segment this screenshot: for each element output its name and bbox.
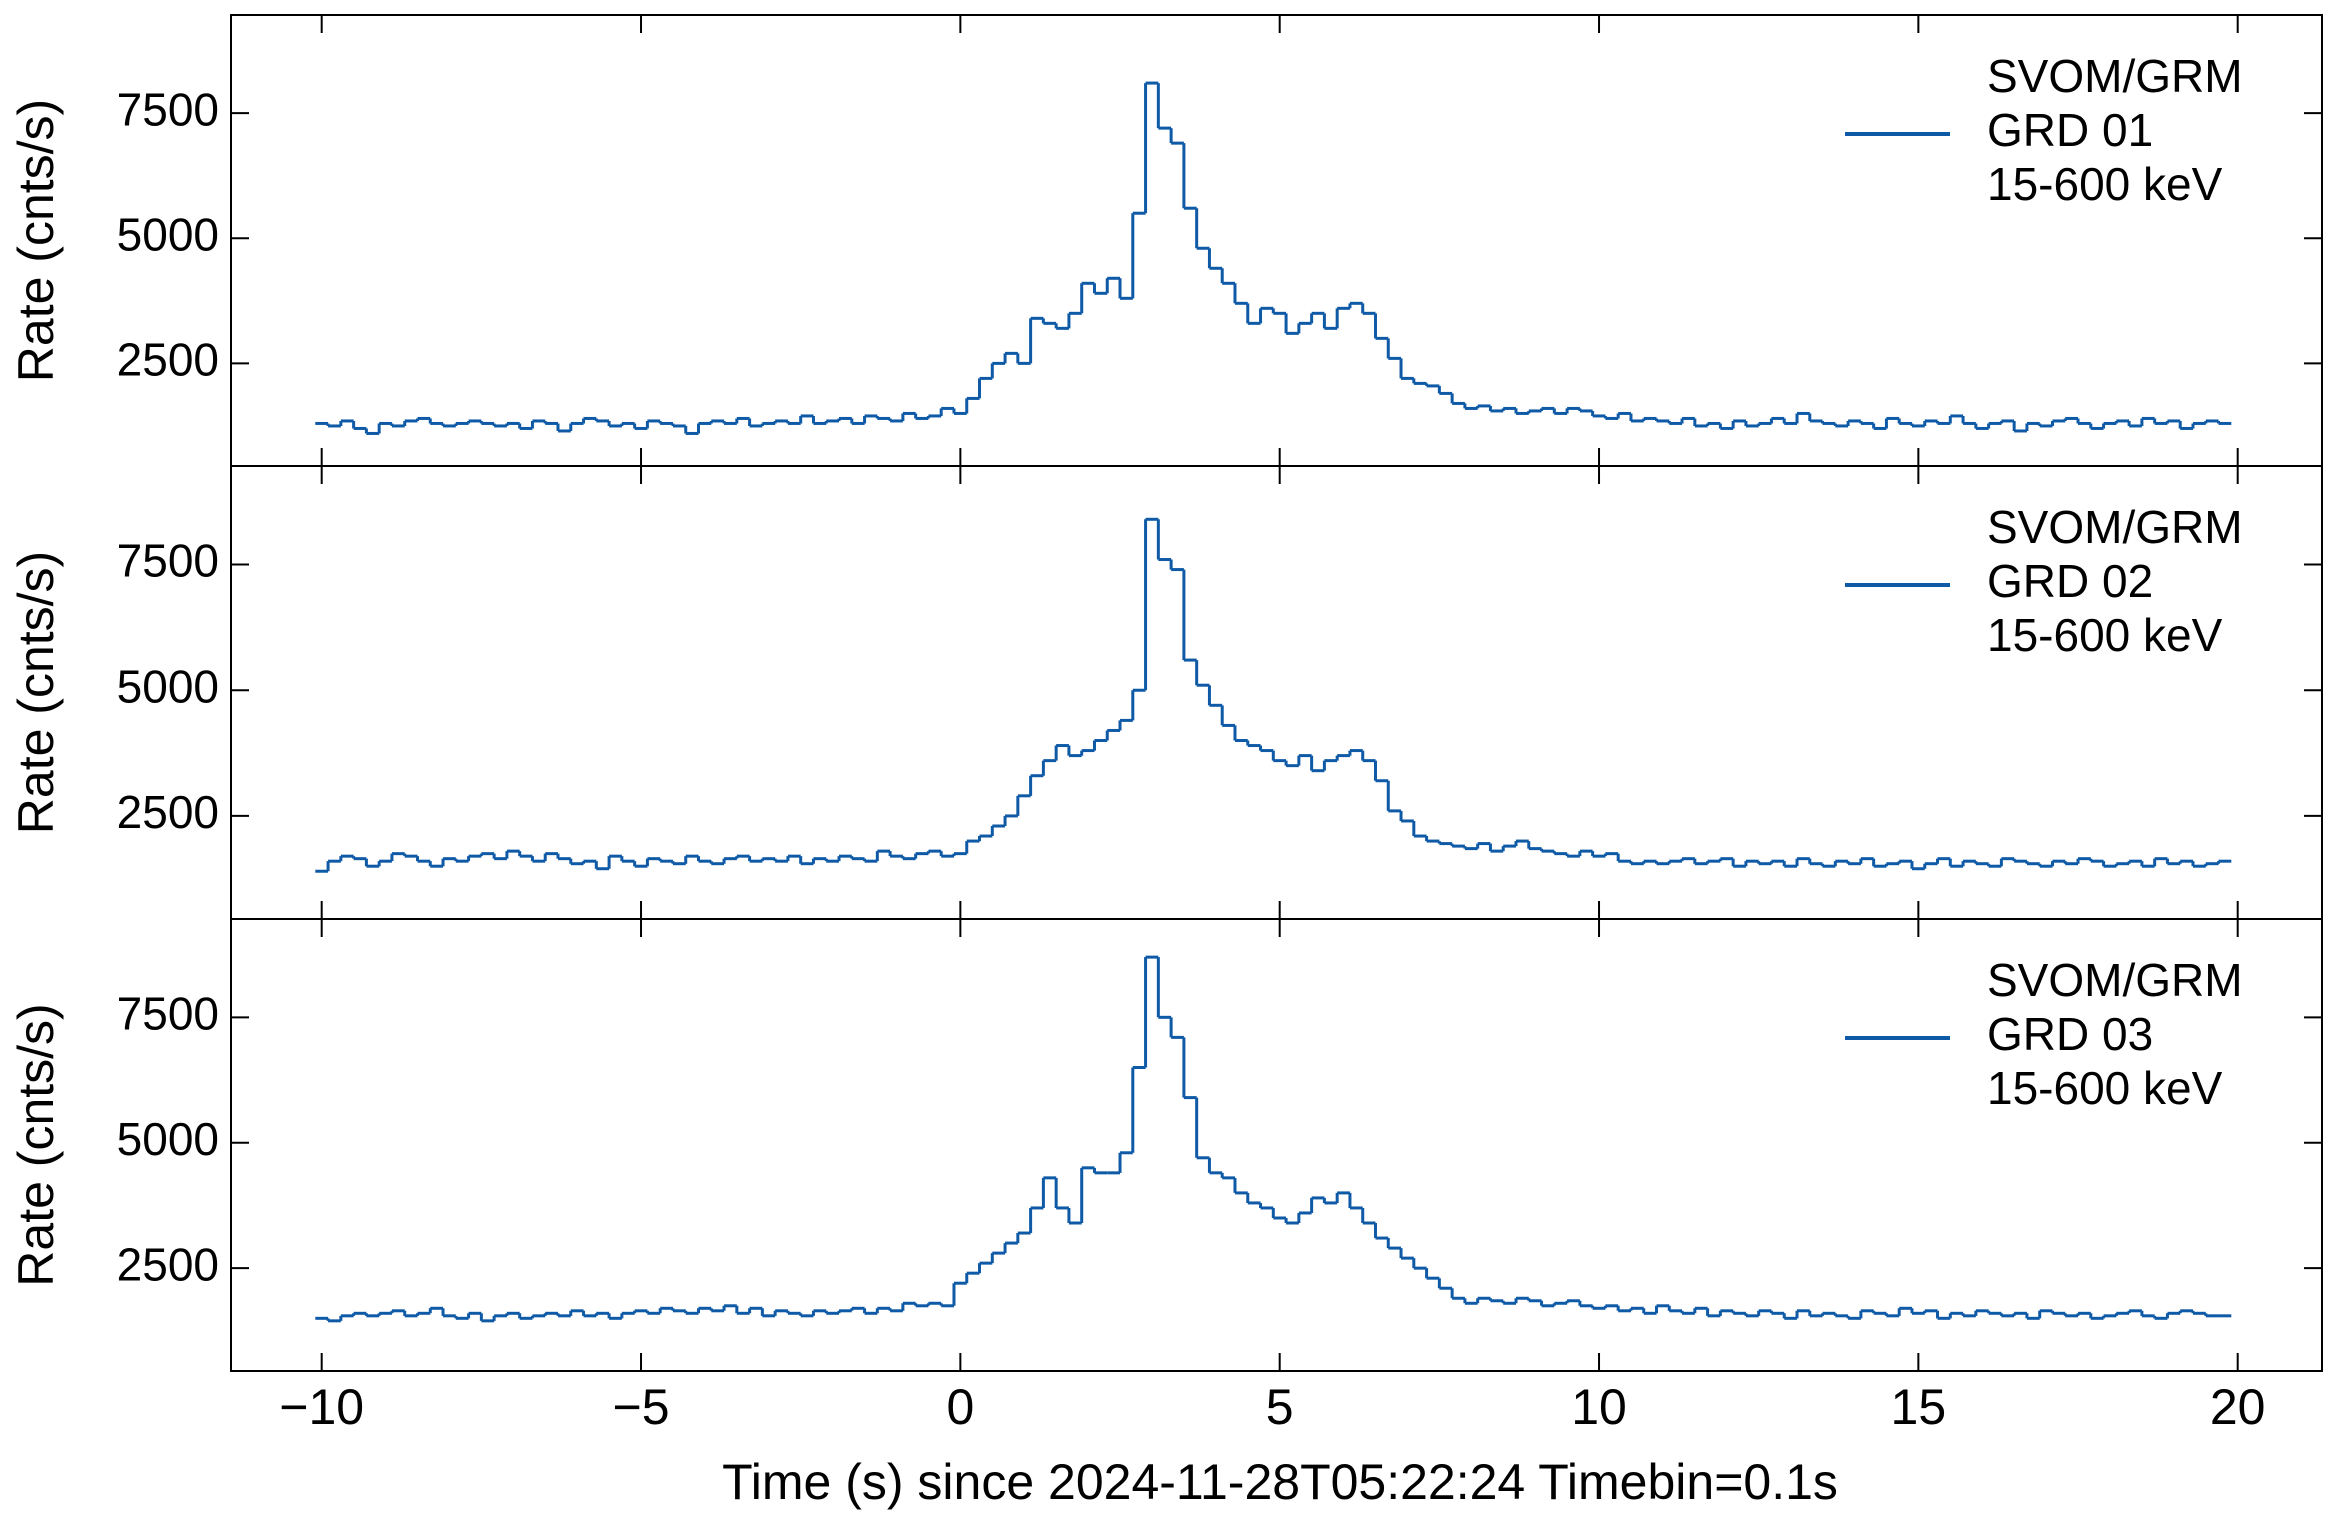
x-tick-label: −10 — [279, 1379, 364, 1435]
y-axis-label: Rate (cnts/s) — [8, 1003, 64, 1286]
y-tick-label: 5000 — [117, 1113, 219, 1165]
y-axis-label: Rate (cnts/s) — [8, 551, 64, 834]
step-connector — [326, 957, 2208, 1321]
legend-label: 15-600 keV — [1987, 609, 2223, 661]
legend-label: 15-600 keV — [1987, 158, 2223, 210]
y-tick-label: 7500 — [117, 83, 219, 135]
step-connector — [326, 519, 2221, 872]
x-tick-label: 5 — [1266, 1379, 1294, 1435]
y-tick-label: 7500 — [117, 987, 219, 1039]
legend-label: SVOM/GRM — [1987, 50, 2243, 102]
legend-label: SVOM/GRM — [1987, 501, 2243, 553]
x-tick-label: 10 — [1571, 1379, 1627, 1435]
y-axis-label: Rate (cnts/s) — [8, 99, 64, 382]
y-tick-label: 2500 — [117, 334, 219, 386]
x-axis-label: Time (s) since 2024-11-28T05:22:24 Timeb… — [722, 1454, 1838, 1510]
legend-label: GRD 01 — [1987, 104, 2153, 156]
y-tick-label: 5000 — [117, 208, 219, 260]
legend-label: GRD 03 — [1987, 1008, 2153, 1060]
y-tick-label: 2500 — [117, 1238, 219, 1290]
legend-label: SVOM/GRM — [1987, 954, 2243, 1006]
x-tick-label: −5 — [613, 1379, 670, 1435]
x-tick-label: 0 — [946, 1379, 974, 1435]
y-tick-label: 5000 — [117, 660, 219, 712]
panel-frame — [230, 918, 2323, 1372]
x-tick-label: 20 — [2210, 1379, 2266, 1435]
y-tick-label: 7500 — [117, 535, 219, 587]
x-tick-label: 15 — [1891, 1379, 1947, 1435]
legend-label: GRD 02 — [1987, 555, 2153, 607]
y-tick-label: 2500 — [117, 786, 219, 838]
legend-label: 15-600 keV — [1987, 1062, 2223, 1114]
